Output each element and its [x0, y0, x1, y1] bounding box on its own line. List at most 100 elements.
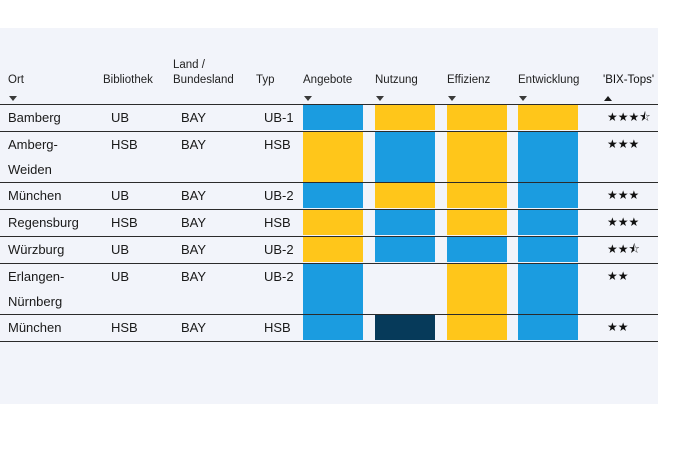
column-header-entwicklung[interactable]: Entwicklung — [518, 50, 598, 104]
cell-nutzung — [375, 263, 447, 315]
table-row: München HSB BAY HSB ★★ — [0, 314, 658, 342]
ort-text: München — [8, 188, 62, 203]
angebote-rating-block — [303, 210, 363, 235]
cell-ort: Würzburg — [0, 236, 103, 264]
cell-angebote — [303, 131, 375, 183]
land-text: BAY — [181, 188, 207, 203]
column-header-entwicklung-label: Entwicklung — [518, 74, 580, 86]
table-row: Regensburg HSB BAY HSB ★★★ — [0, 209, 658, 237]
star-rating: ★★★ — [607, 137, 640, 151]
column-header-ort[interactable]: Ort — [8, 50, 98, 104]
entwicklung-rating-block — [518, 132, 578, 182]
bibliothek-text: UB — [111, 269, 130, 284]
cell-entwicklung — [518, 104, 603, 132]
column-header-angebote-label: Angebote — [303, 74, 353, 86]
column-header-typ[interactable]: Typ — [256, 50, 300, 104]
cell-bibliothek: HSB — [103, 131, 173, 183]
bibliothek-text: UB — [111, 242, 130, 257]
sort-down-icon[interactable] — [376, 96, 384, 101]
effizienz-rating-block — [447, 237, 507, 262]
cell-land: BAY — [173, 182, 256, 210]
cell-bix-tops: ★★⯪ — [603, 236, 658, 264]
bibliothek-text: HSB — [111, 320, 138, 335]
bibliothek-text: HSB — [111, 137, 138, 152]
column-header-nutzung[interactable]: Nutzung — [375, 50, 445, 104]
effizienz-rating-block — [447, 105, 507, 130]
entwicklung-rating-block — [518, 105, 578, 130]
nutzung-rating-block — [375, 210, 435, 235]
effizienz-rating-block — [447, 132, 507, 182]
cell-effizienz — [447, 104, 518, 132]
cell-ort: Erlangen- Nürnberg — [0, 263, 103, 315]
cell-angebote — [303, 263, 375, 315]
cell-entwicklung — [518, 236, 603, 264]
effizienz-rating-block — [447, 264, 507, 314]
bibliothek-text: UB — [111, 188, 130, 203]
nutzung-rating-block — [375, 105, 435, 130]
bibliothek-text: HSB — [111, 215, 138, 230]
ort-text: Regensburg — [8, 215, 79, 230]
land-text: BAY — [181, 215, 207, 230]
cell-ort: Regensburg — [0, 209, 103, 237]
cell-bix-tops: ★★★⯪ — [603, 104, 658, 132]
column-header-bibliothek[interactable]: Bibliothek — [103, 50, 171, 104]
column-header-bix-tops-label: 'BIX-Tops' — [603, 74, 655, 86]
angebote-rating-block — [303, 105, 363, 130]
cell-nutzung — [375, 182, 447, 210]
ort-text: München — [8, 320, 62, 335]
sort-down-icon[interactable] — [519, 96, 527, 101]
sort-down-icon[interactable] — [448, 96, 456, 101]
ort-text: Würzburg — [8, 242, 65, 257]
cell-bix-tops: ★★★ — [603, 209, 658, 237]
effizienz-rating-block — [447, 183, 507, 208]
cell-effizienz — [447, 236, 518, 264]
table-row: München UB BAY UB-2 ★★★ — [0, 182, 658, 210]
cell-angebote — [303, 314, 375, 342]
nutzung-rating-block — [375, 132, 435, 182]
cell-land: BAY — [173, 263, 256, 315]
cell-land: BAY — [173, 131, 256, 183]
column-header-land[interactable]: Land / Bundesland — [173, 50, 253, 104]
star-rating: ★★★ — [607, 215, 640, 229]
ort-text: Erlangen- Nürnberg — [8, 269, 65, 309]
cell-nutzung — [375, 236, 447, 264]
sort-down-icon[interactable] — [9, 96, 17, 101]
column-header-angebote[interactable]: Angebote — [303, 50, 373, 104]
cell-nutzung — [375, 131, 447, 183]
column-header-typ-label: Typ — [256, 74, 275, 86]
column-header-ort-label: Ort — [8, 74, 24, 86]
bibliothek-text: UB — [111, 110, 130, 125]
cell-bix-tops: ★★ — [603, 263, 658, 315]
cell-bix-tops: ★★ — [603, 314, 658, 342]
cell-land: BAY — [173, 236, 256, 264]
cell-bibliothek: HSB — [103, 209, 173, 237]
cell-entwicklung — [518, 131, 603, 183]
cell-entwicklung — [518, 263, 603, 315]
column-header-bix-tops[interactable]: 'BIX-Tops' — [603, 50, 665, 104]
land-text: BAY — [181, 242, 207, 257]
cell-effizienz — [447, 314, 518, 342]
angebote-rating-block — [303, 132, 363, 182]
nutzung-rating-block — [375, 183, 435, 208]
cell-bix-tops: ★★★ — [603, 131, 658, 183]
angebote-rating-block — [303, 315, 363, 340]
table-header: Ort Bibliothek Land / Bundesland Typ Ang… — [0, 50, 674, 104]
cell-entwicklung — [518, 314, 603, 342]
cell-typ: UB-2 — [256, 263, 303, 315]
land-text: BAY — [181, 320, 207, 335]
typ-text: UB-2 — [264, 269, 294, 284]
cell-effizienz — [447, 131, 518, 183]
land-text: BAY — [181, 137, 207, 152]
star-rating: ★★ — [607, 269, 629, 283]
entwicklung-rating-block — [518, 264, 578, 314]
cell-typ: UB-1 — [256, 104, 303, 132]
column-header-effizienz[interactable]: Effizienz — [447, 50, 517, 104]
sort-down-icon[interactable] — [304, 96, 312, 101]
cell-angebote — [303, 236, 375, 264]
cell-entwicklung — [518, 182, 603, 210]
cell-ort: München — [0, 314, 103, 342]
cell-effizienz — [447, 209, 518, 237]
nutzung-rating-block — [375, 237, 435, 262]
cell-entwicklung — [518, 209, 603, 237]
sort-up-icon[interactable] — [604, 96, 612, 101]
